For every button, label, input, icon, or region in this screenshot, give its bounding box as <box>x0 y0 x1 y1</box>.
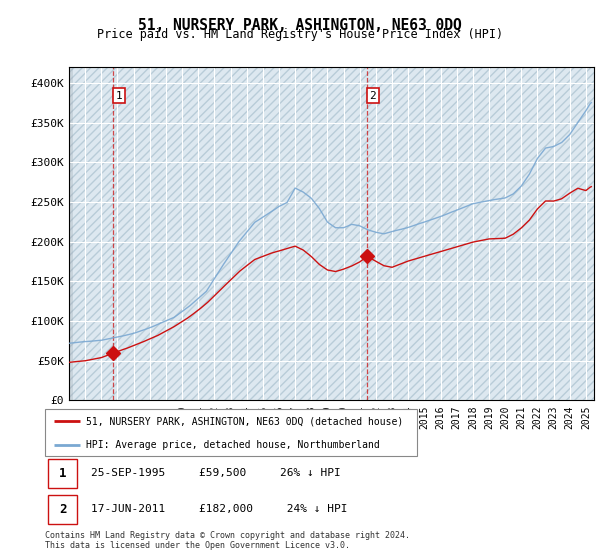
Text: 51, NURSERY PARK, ASHINGTON, NE63 0DQ: 51, NURSERY PARK, ASHINGTON, NE63 0DQ <box>138 18 462 33</box>
Text: 51, NURSERY PARK, ASHINGTON, NE63 0DQ (detached house): 51, NURSERY PARK, ASHINGTON, NE63 0DQ (d… <box>86 416 403 426</box>
FancyBboxPatch shape <box>48 495 77 524</box>
Text: Contains HM Land Registry data © Crown copyright and database right 2024.
This d: Contains HM Land Registry data © Crown c… <box>45 531 410 550</box>
Text: Price paid vs. HM Land Registry's House Price Index (HPI): Price paid vs. HM Land Registry's House … <box>97 28 503 41</box>
Text: 2: 2 <box>370 91 376 101</box>
Text: HPI: Average price, detached house, Northumberland: HPI: Average price, detached house, Nort… <box>86 440 380 450</box>
FancyBboxPatch shape <box>48 459 77 488</box>
Text: 25-SEP-1995     £59,500     26% ↓ HPI: 25-SEP-1995 £59,500 26% ↓ HPI <box>91 468 341 478</box>
Text: 1: 1 <box>59 467 66 480</box>
Text: 2: 2 <box>59 503 66 516</box>
Text: 1: 1 <box>116 91 122 101</box>
FancyBboxPatch shape <box>45 409 417 456</box>
Text: 17-JUN-2011     £182,000     24% ↓ HPI: 17-JUN-2011 £182,000 24% ↓ HPI <box>91 505 347 515</box>
